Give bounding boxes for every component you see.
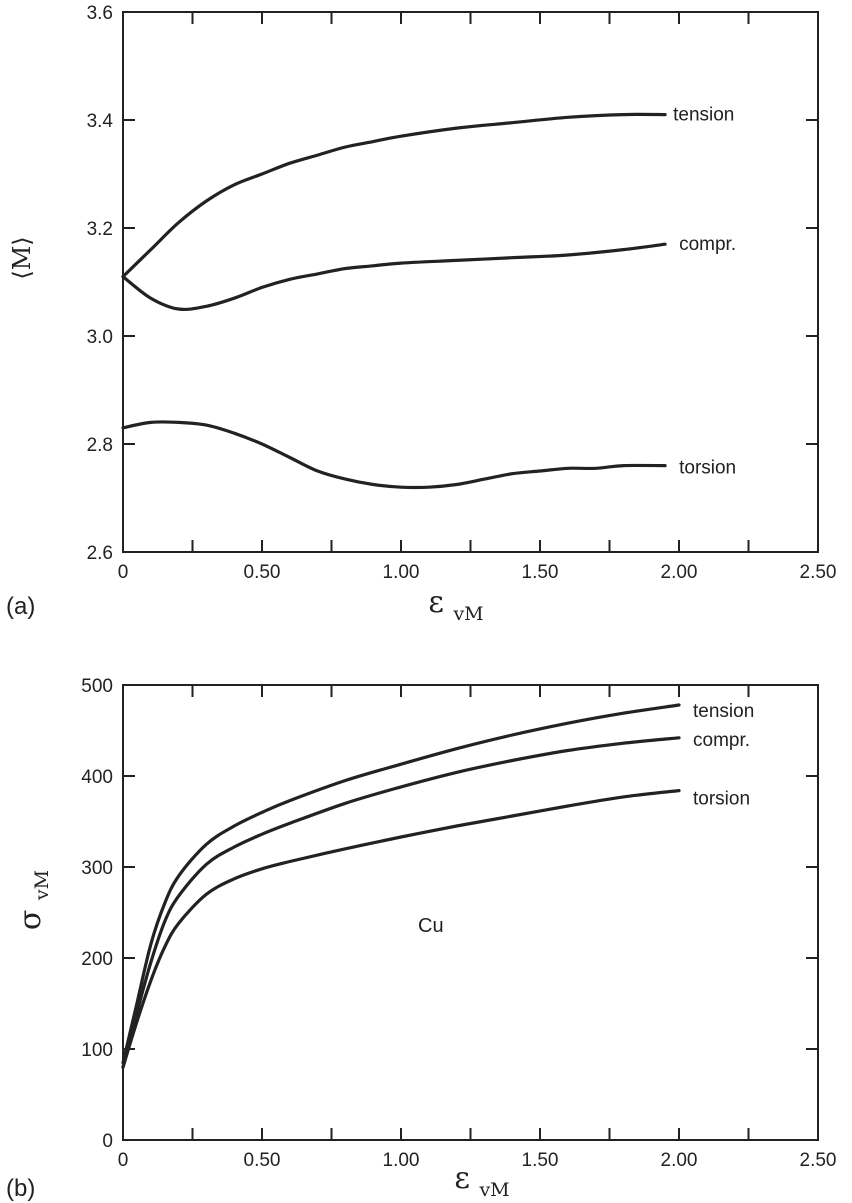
x-axis-subscript-b: vM	[478, 1179, 509, 1201]
x-tick-label: 0	[118, 1150, 129, 1171]
y-tick-label: 3.6	[87, 3, 113, 24]
x-tick-label: 1.00	[383, 1150, 420, 1171]
series-line-torsion	[121, 789, 681, 1069]
plot-frame-b	[122, 684, 819, 1141]
y-tick-label: 400	[81, 767, 113, 788]
y-tick-label: 3.2	[87, 219, 113, 240]
x-tick-label: 0.50	[244, 562, 281, 583]
y-tick-label: 2.6	[87, 543, 113, 564]
series-label-compr: compr.	[693, 730, 750, 751]
y-axis-symbol-b: σ	[13, 910, 48, 930]
y-axis-title-a: ⟨M⟩	[8, 236, 36, 279]
x-tick-label: 1.50	[522, 562, 559, 583]
x-tick-label: 1.00	[383, 562, 420, 583]
x-axis-symbol-b: ε	[454, 1161, 470, 1196]
x-axis-title-a: ε vM	[428, 585, 483, 625]
series-label-tension: tension	[693, 701, 754, 722]
series-a: tension compr. torsion	[121, 105, 736, 490]
y-tick-label: 500	[81, 676, 113, 697]
y-axis-subscript-b: vM	[31, 870, 53, 901]
panel-label-b: (b)	[6, 1175, 35, 1202]
panel-a: 0 0.50 1.00 1.50 2.00 2.502.62.83.03.23.43.6 …	[6, 3, 836, 625]
x-axis-symbol-a: ε	[428, 585, 444, 620]
x-tick-label: 0	[118, 562, 129, 583]
y-axis-title-b: σ vM	[13, 870, 53, 930]
series-b: tension compr. torsion	[121, 701, 754, 1069]
y-tick-label: 100	[81, 1040, 113, 1061]
x-axis-title-b: ε vM	[454, 1161, 509, 1201]
y-tick-label: 200	[81, 949, 113, 970]
material-annotation: Cu	[418, 915, 444, 937]
x-tick-label: 2.00	[661, 562, 698, 583]
y-tick-label: 2.8	[87, 435, 113, 456]
series-label-tension: tension	[673, 105, 734, 126]
x-tick-label: 2.50	[800, 562, 837, 583]
x-tick-label: 2.00	[661, 1150, 698, 1171]
y-tick-label: 0	[102, 1131, 113, 1152]
y-tick-label: 3.4	[87, 111, 114, 132]
series-label-torsion: torsion	[693, 789, 750, 810]
panel-b: 0 0.50 1.00 1.50 2.00 2.50 0 100 200 300 400 500 te…	[6, 676, 836, 1202]
x-tick-label: 0.50	[244, 1150, 281, 1171]
y-tick-label: 300	[81, 858, 113, 879]
x-tick-label: 1.50	[522, 1150, 559, 1171]
series-line-torsion	[121, 420, 667, 490]
y-tick-label: 3.0	[87, 327, 113, 348]
series-label-torsion: torsion	[679, 458, 736, 479]
series-line-compr	[121, 736, 681, 1069]
series-label-compr: compr.	[679, 234, 736, 255]
ticks-a: 0 0.50 1.00 1.50 2.00 2.50 2.6 2.8 3.0 3.2 3.4 3.6	[87, 3, 837, 583]
x-tick-label: 2.50	[800, 1150, 837, 1171]
series-line-tension	[121, 112, 667, 279]
series-line-tension	[121, 703, 681, 1065]
x-axis-subscript-a: vM	[452, 603, 483, 625]
series-line-compr	[121, 242, 667, 312]
panel-label-a: (a)	[6, 593, 35, 620]
ticks-b: 0 0.50 1.00 1.50 2.00 2.50 0 100 200 300 400 500	[81, 676, 836, 1171]
